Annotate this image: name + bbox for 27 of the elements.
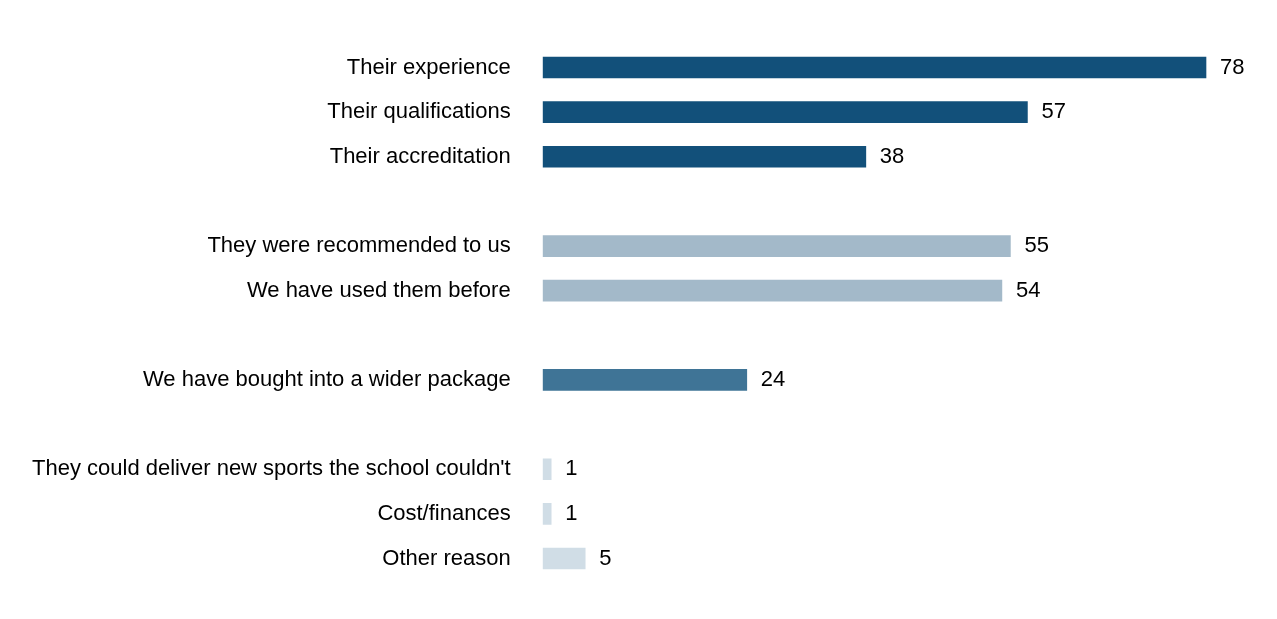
bar: [542, 503, 552, 525]
y-tick-label: Their experience: [346, 53, 511, 79]
y-tick-label: They could deliver new sports the school couldn't: [32, 455, 511, 481]
y-tick-label: We have used them before: [246, 276, 511, 302]
bar: [542, 101, 1028, 123]
data-label: 38: [879, 142, 905, 168]
y-tick-label: We have bought into a wider package: [142, 366, 511, 392]
y-tick-label: Other reason: [382, 544, 511, 570]
y-tick-label: Cost/finances: [377, 499, 511, 525]
bar: [542, 235, 1011, 257]
y-tick-label: Their accreditation: [329, 142, 511, 168]
data-label: 57: [1041, 98, 1066, 124]
data-label: 1: [565, 455, 578, 481]
bar: [542, 145, 867, 168]
bar: [542, 369, 748, 391]
data-label: 54: [1015, 276, 1041, 302]
bar: [542, 547, 586, 570]
bar: [542, 279, 1003, 302]
y-tick-label: They were recommended to us: [207, 232, 511, 258]
data-label: 1: [565, 499, 578, 525]
data-label: 55: [1024, 232, 1049, 258]
y-tick-label: Their qualifications: [327, 98, 511, 124]
data-label: 78: [1219, 53, 1245, 79]
bar: [542, 458, 552, 481]
data-label: 24: [760, 366, 786, 392]
bar: [542, 56, 1207, 79]
data-label: 5: [599, 544, 612, 570]
